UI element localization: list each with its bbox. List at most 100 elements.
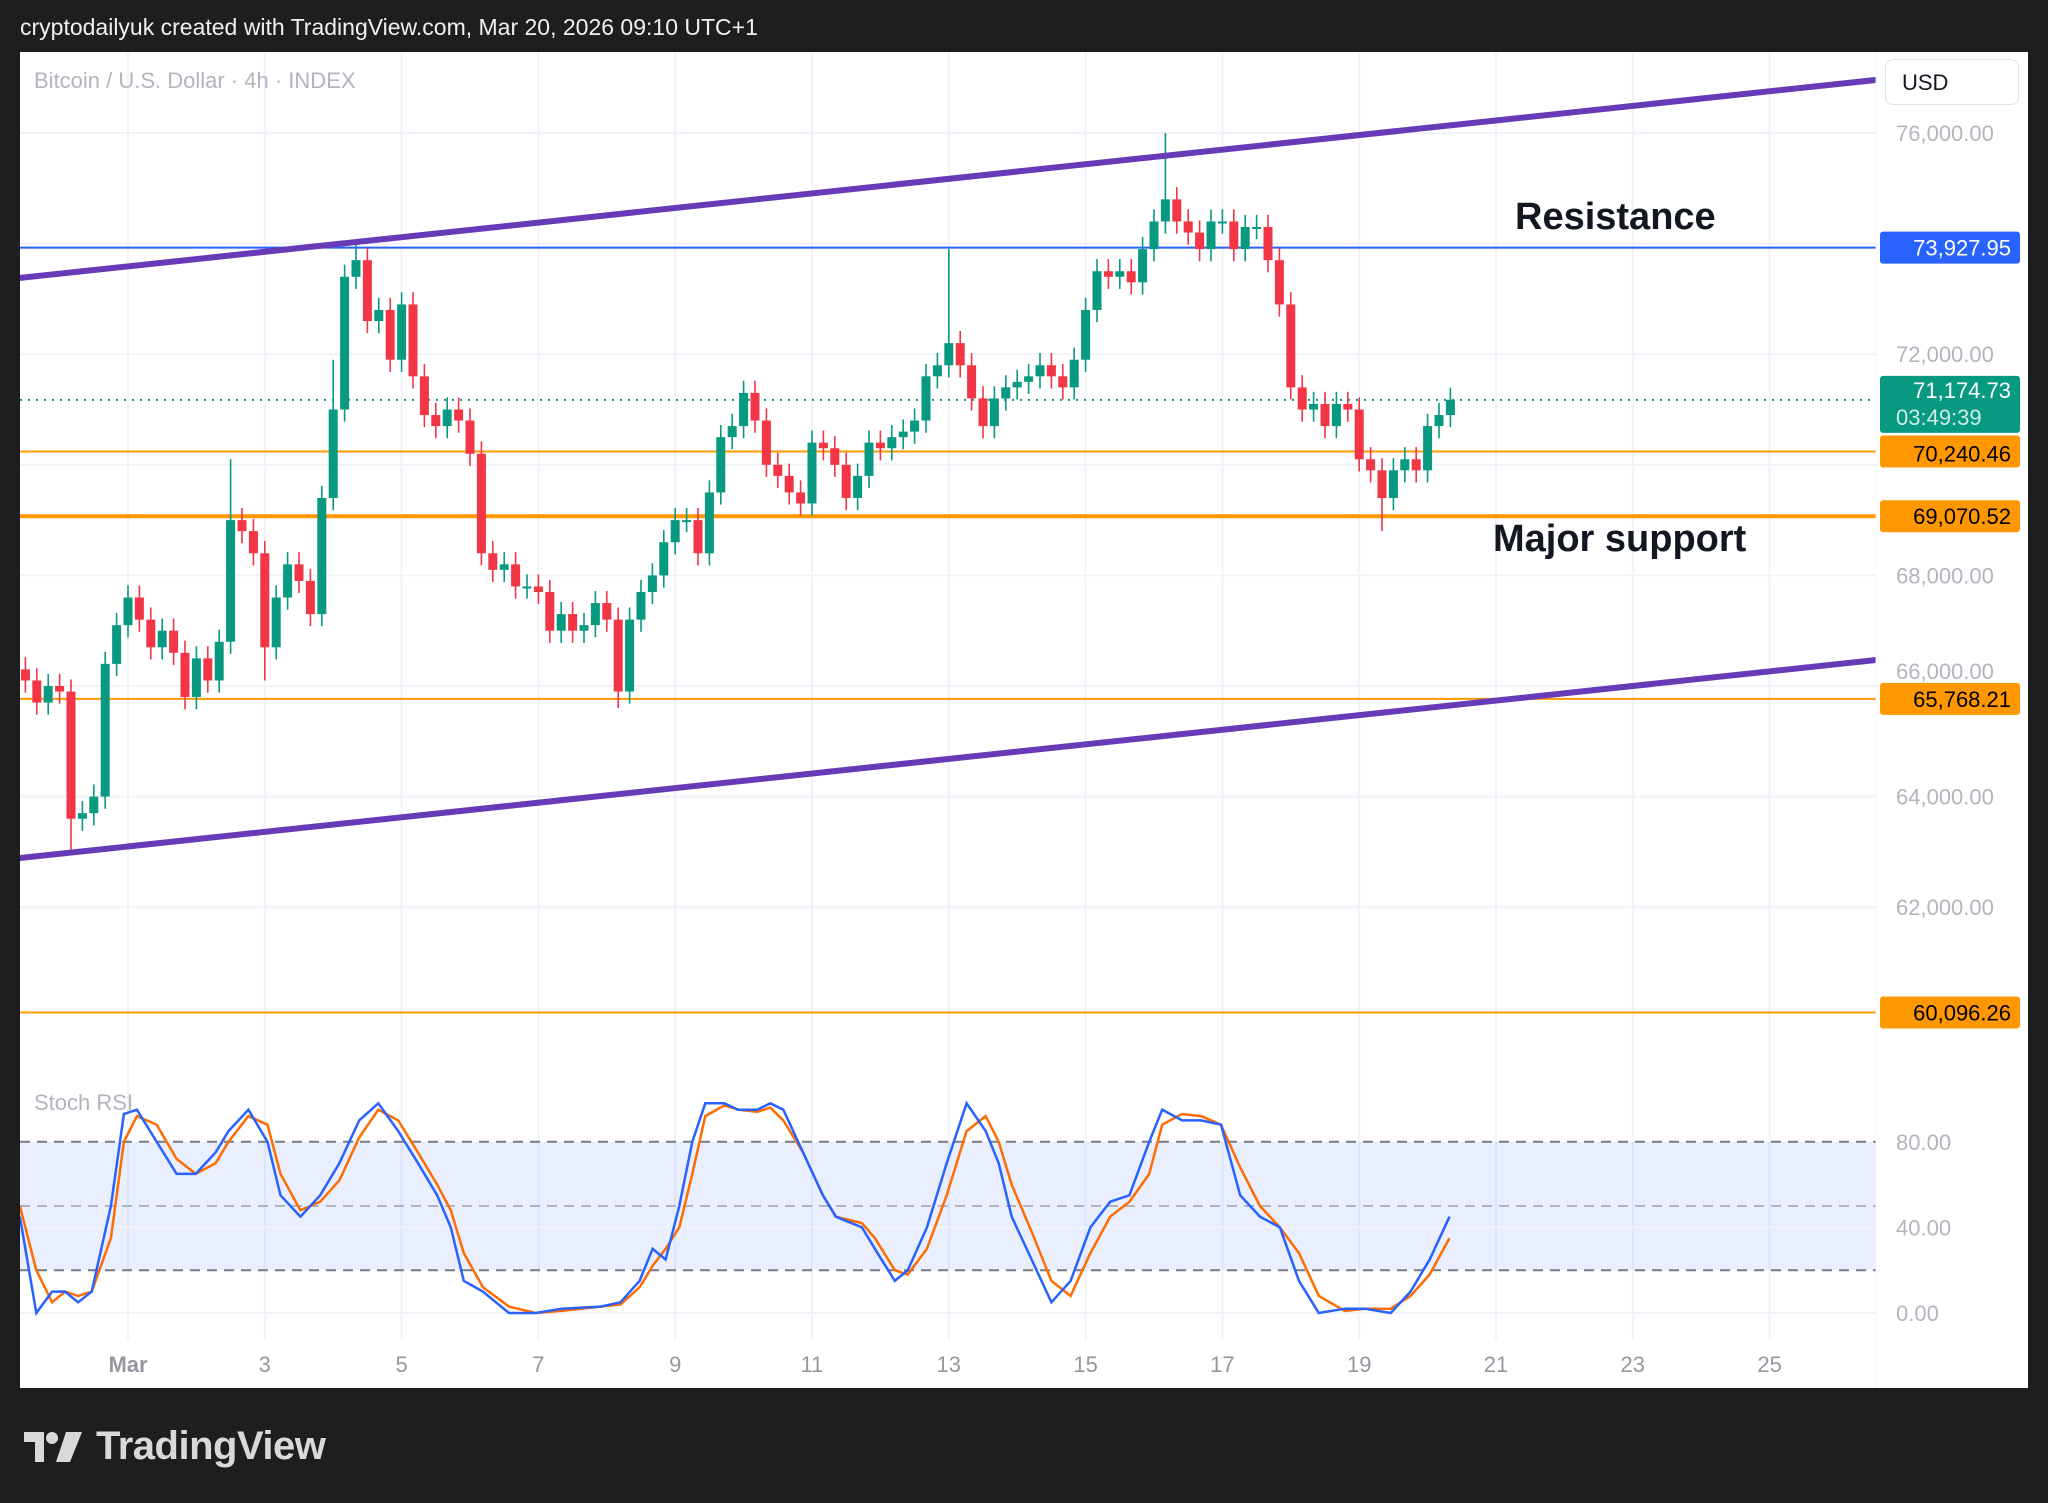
candle: [522, 574, 532, 599]
stoch-tick-label: 0.00: [1896, 1301, 1939, 1326]
candle: [408, 292, 418, 389]
candle: [875, 430, 885, 461]
candle: [978, 386, 988, 439]
candle: [43, 673, 53, 715]
candle: [1366, 447, 1376, 483]
candle: [66, 679, 76, 852]
candle: [1115, 259, 1125, 289]
candle: [419, 364, 429, 428]
y-tick-label: 62,000.00: [1896, 895, 1994, 920]
candle-body: [910, 420, 920, 432]
attribution-header: cryptodailyuk created with TradingView.c…: [20, 14, 758, 40]
currency-button[interactable]: USD: [1885, 59, 2019, 105]
candle: [1445, 387, 1455, 428]
candle: [374, 297, 384, 334]
candle-body: [191, 658, 201, 698]
candle: [203, 646, 213, 693]
candle: [932, 353, 942, 389]
candle-body: [89, 796, 99, 814]
candle: [226, 459, 236, 654]
stoch-tick-label: 40.00: [1896, 1215, 1951, 1240]
candle-body: [1012, 381, 1022, 388]
tradingview-logo[interactable]: TradingView: [24, 1424, 326, 1469]
candle-body: [397, 304, 407, 360]
candle-body: [1126, 271, 1136, 283]
candle-body: [682, 520, 692, 523]
candle-body: [340, 276, 350, 410]
x-tick-label: 7: [532, 1352, 544, 1377]
candle-body: [590, 603, 600, 626]
x-tick-label: 17: [1210, 1352, 1234, 1377]
last-price-tag: [1880, 375, 2020, 433]
candle: [1046, 353, 1056, 389]
candle: [727, 413, 737, 450]
candle-body: [66, 691, 76, 819]
candle: [511, 552, 521, 599]
candle: [1286, 292, 1296, 400]
candle: [796, 480, 806, 516]
candle: [704, 480, 714, 566]
candle-body: [271, 597, 281, 648]
candle-body: [1297, 387, 1307, 410]
candle: [1069, 347, 1079, 400]
candle: [77, 801, 87, 831]
candle: [442, 397, 452, 439]
x-tick-label: 5: [395, 1352, 407, 1377]
candle-body: [77, 813, 87, 819]
symbol-title: Bitcoin / U.S. Dollar · 4h · INDEX: [34, 68, 356, 93]
candle: [100, 651, 110, 809]
candle-body: [955, 343, 965, 366]
plot-area: [20, 52, 1876, 1340]
candle-body: [1206, 221, 1216, 250]
candle: [579, 613, 589, 643]
candle: [55, 673, 65, 704]
candle: [1274, 248, 1284, 317]
candle: [169, 618, 179, 665]
level-60096-tag-label: 60,096.26: [1913, 1000, 2011, 1025]
candle-body: [967, 365, 977, 399]
candle-body: [226, 520, 236, 642]
candle-body: [1046, 365, 1056, 377]
tradingview-logo-text: TradingView: [96, 1424, 326, 1468]
candle: [317, 485, 327, 627]
candle-body: [887, 437, 897, 449]
candle-body: [944, 343, 954, 366]
candle: [807, 430, 817, 516]
candle: [887, 424, 897, 461]
candle-body: [670, 520, 680, 543]
candle-body: [305, 580, 315, 615]
candle: [1400, 447, 1410, 483]
candle-body: [1183, 221, 1193, 233]
candle: [647, 563, 657, 605]
candle-body: [1092, 271, 1102, 310]
candle-body: [385, 309, 395, 360]
candle-countdown: 03:49:39: [1896, 405, 1982, 430]
x-tick-label: Mar: [108, 1352, 148, 1377]
candle: [602, 590, 612, 632]
resistance-annotation: Resistance: [1515, 196, 1716, 238]
candle-body: [1172, 199, 1182, 222]
candle-body: [442, 409, 452, 427]
candle-body: [476, 453, 486, 554]
candle-body: [921, 376, 931, 421]
candle: [134, 585, 144, 632]
candle-body: [499, 564, 509, 570]
candle: [89, 784, 99, 826]
candle-body: [465, 420, 475, 454]
candle-body: [454, 409, 464, 421]
candle-body: [283, 564, 293, 598]
candle-body: [647, 575, 657, 592]
candle: [1252, 214, 1262, 240]
candle: [294, 552, 304, 594]
candle: [682, 507, 692, 533]
candle: [750, 380, 760, 433]
candle-body: [20, 669, 30, 681]
x-tick-label: 3: [259, 1352, 271, 1377]
major-support-tag-label: 69,070.52: [1913, 504, 2011, 529]
candle: [112, 613, 122, 677]
candle: [921, 364, 931, 433]
candle: [191, 646, 201, 710]
candle: [693, 507, 703, 566]
candle-body: [1024, 376, 1034, 382]
